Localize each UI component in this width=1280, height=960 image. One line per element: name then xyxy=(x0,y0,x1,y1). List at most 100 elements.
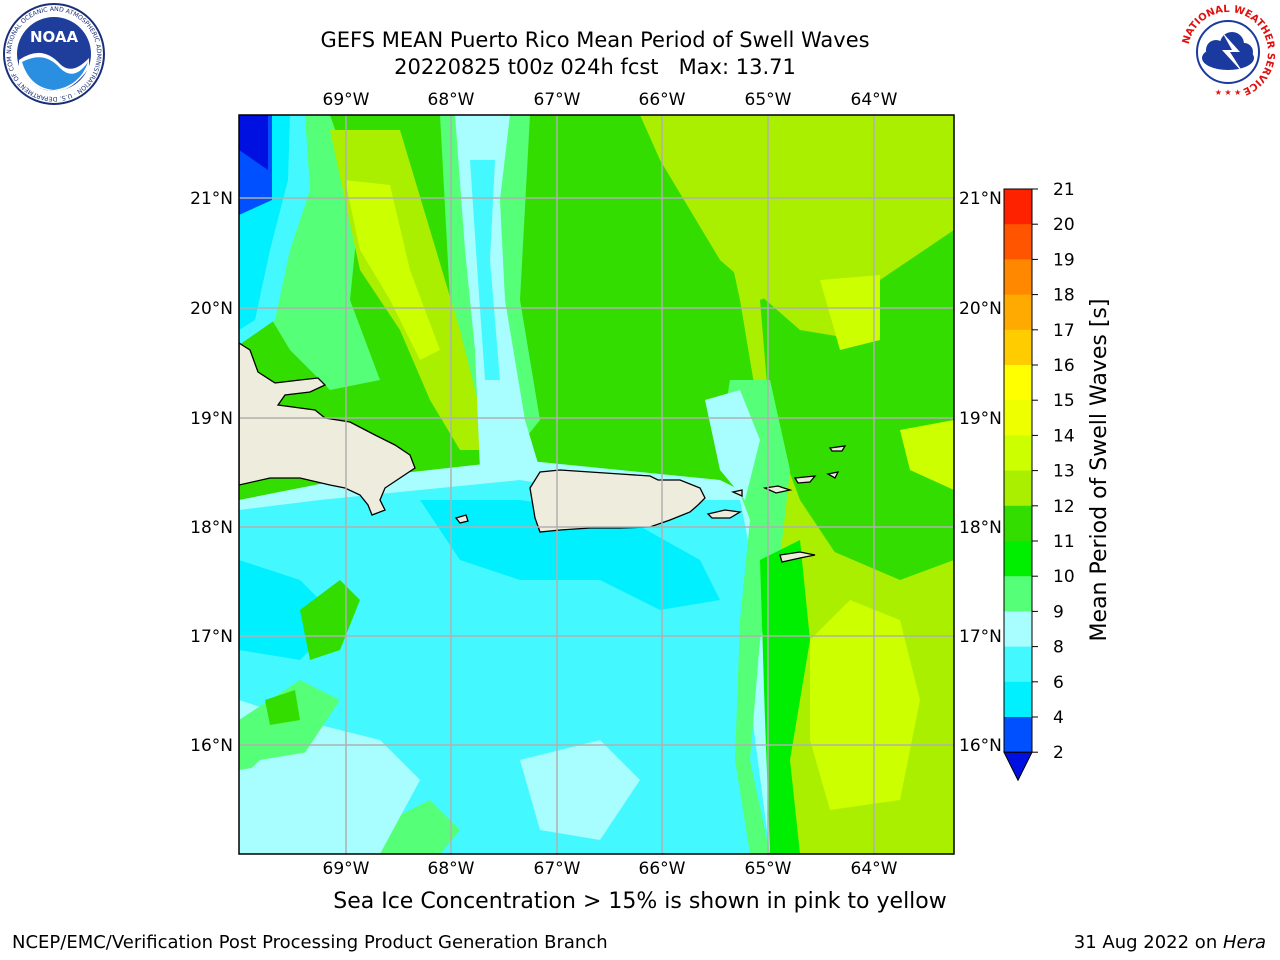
colorbar-tick-label: 12 xyxy=(1053,497,1075,517)
lon-label-bottom: 64°W xyxy=(851,859,898,879)
nws-logo: NATIONAL WEATHER SERVICE ★ ★ ★ xyxy=(1180,4,1276,100)
map-frame xyxy=(238,114,955,855)
lat-label-left: 20°N xyxy=(190,299,233,319)
lon-label-bottom: 68°W xyxy=(428,859,475,879)
colorbar-segment xyxy=(1004,717,1032,753)
colorbar-segment xyxy=(1004,189,1032,225)
land-anegada xyxy=(828,445,847,452)
land-virgin-islands-2 xyxy=(793,475,817,484)
lon-label-bottom: 66°W xyxy=(639,859,686,879)
colorbar-segment xyxy=(1004,400,1032,436)
colorbar-tick-label: 21 xyxy=(1053,180,1075,200)
colorbar-tick-label: 11 xyxy=(1053,532,1075,552)
land-hispaniola xyxy=(239,342,416,516)
colorbar-tick-label: 10 xyxy=(1053,567,1075,587)
colorbar-under-triangle xyxy=(1003,751,1033,782)
colorbar-tick-label: 14 xyxy=(1053,426,1075,446)
footer-credit: NCEP/EMC/Verification Post Processing Pr… xyxy=(12,932,608,953)
lat-labels: 21°N 20°N 19°N 18°N 17°N 16°N 21°N 20°N … xyxy=(190,189,1002,756)
lon-label-top: 66°W xyxy=(639,90,686,110)
lon-labels: 69°W 68°W 67°W 66°W 65°W 64°W 69°W 68°W … xyxy=(323,90,898,879)
colorbar-tick-label: 19 xyxy=(1053,250,1075,270)
land-st-croix xyxy=(779,551,816,563)
footer-date-text: 31 Aug 2022 on xyxy=(1073,932,1223,953)
colorbar-segment xyxy=(1004,576,1032,612)
colorbar-tick-label: 18 xyxy=(1053,286,1075,306)
lat-label-right: 19°N xyxy=(959,409,1002,429)
colorbar-tick-label: 20 xyxy=(1053,215,1075,235)
zone-yellow-west xyxy=(345,180,440,360)
land-virgin-islands-1 xyxy=(762,485,793,494)
colorbar-segment xyxy=(1004,681,1032,718)
colorbar-tick-label: 16 xyxy=(1053,356,1075,376)
zone-cyan-channel-inner xyxy=(470,160,500,380)
lon-label-bottom: 69°W xyxy=(323,859,370,879)
land-virgin-islands-3 xyxy=(826,471,840,479)
zone-lightcyan-s2 xyxy=(239,740,420,854)
land-culebra xyxy=(730,489,743,498)
graticule xyxy=(239,115,954,854)
colorbar-tick-label: 17 xyxy=(1053,321,1075,341)
zone-lightgreen-sw xyxy=(239,680,340,770)
lat-label-right: 20°N xyxy=(959,299,1002,319)
swell-period-field xyxy=(239,115,954,854)
title-line-1: GEFS MEAN Puerto Rico Mean Period of Swe… xyxy=(320,28,870,52)
lon-label-bottom: 67°W xyxy=(534,859,581,879)
colorbar-segment xyxy=(1004,611,1032,648)
title-line-2: 20220825 t00z 024h fcst Max: 13.71 xyxy=(394,55,796,79)
svg-text:★ ★ ★: ★ ★ ★ xyxy=(1215,88,1242,97)
lat-label-left: 19°N xyxy=(190,409,233,429)
lon-label-top: 65°W xyxy=(745,90,792,110)
zone-lightcyan-s3 xyxy=(520,740,640,840)
colorbar-tick-label: 13 xyxy=(1053,462,1075,482)
zone-green-sw xyxy=(300,580,360,660)
caption: Sea Ice Concentration > 15% is shown in … xyxy=(333,889,947,914)
colorbar-segment xyxy=(1004,435,1032,472)
colorbar-tick-label: 15 xyxy=(1053,391,1075,411)
noaa-logo-text: NOAA xyxy=(30,28,79,46)
lat-label-left: 21°N xyxy=(190,189,233,209)
noaa-logo: NATIONAL OCEANIC AND ATMOSPHERIC ADMINIS… xyxy=(2,2,105,105)
colorbar-label: Mean Period of Swell Waves [s] xyxy=(1087,299,1112,642)
zone-lightgreen-east xyxy=(720,380,790,854)
zone-lightgreen-s xyxy=(380,800,460,854)
zone-yellow-se xyxy=(810,600,920,810)
lon-label-top: 68°W xyxy=(428,90,475,110)
zone-yellow-ne xyxy=(820,275,880,350)
lat-label-right: 21°N xyxy=(959,189,1002,209)
zone-yellow-e xyxy=(900,420,954,490)
colorbar-segment xyxy=(1004,259,1032,296)
colorbar-segment xyxy=(1004,329,1032,366)
colorbar-segment xyxy=(1004,224,1032,260)
colorbar-segment xyxy=(1004,470,1032,507)
lat-label-left: 16°N xyxy=(190,736,233,756)
zone-deepblue-nw xyxy=(239,115,268,170)
zone-green-sw2 xyxy=(265,690,300,725)
lon-label-top: 69°W xyxy=(323,90,370,110)
lat-label-right: 18°N xyxy=(959,518,1002,538)
colorbar-segment xyxy=(1004,541,1032,577)
lon-label-top: 64°W xyxy=(851,90,898,110)
lat-label-left: 18°N xyxy=(190,518,233,538)
footer-machine: Hera xyxy=(1222,932,1266,953)
colorbar: 21 20 19 18 17 16 15 14 13 12 11 10 9 8 6 4 2 xyxy=(1003,180,1075,782)
land-mona xyxy=(454,514,469,524)
lat-label-right: 17°N xyxy=(959,627,1002,647)
lat-label-right: 16°N xyxy=(959,736,1002,756)
colorbar-segment xyxy=(1004,365,1032,401)
zone-green-east-band xyxy=(760,540,810,854)
lon-label-top: 67°W xyxy=(534,90,581,110)
colorbar-tick-label: 9 xyxy=(1053,602,1064,622)
colorbar-segment xyxy=(1004,646,1032,683)
footer-date: 31 Aug 2022 on Hera xyxy=(1074,932,1266,953)
colorbar-tick-label: 8 xyxy=(1053,638,1064,658)
colorbar-segment xyxy=(1004,505,1032,542)
lon-label-bottom: 65°W xyxy=(745,859,792,879)
colorbar-tick-label: 6 xyxy=(1053,673,1064,693)
lat-label-left: 17°N xyxy=(190,627,233,647)
colorbar-tick-label: 4 xyxy=(1053,708,1064,728)
colorbar-segment xyxy=(1004,294,1032,331)
colorbar-tick-label: 2 xyxy=(1053,743,1064,763)
land-vieques xyxy=(706,509,742,519)
